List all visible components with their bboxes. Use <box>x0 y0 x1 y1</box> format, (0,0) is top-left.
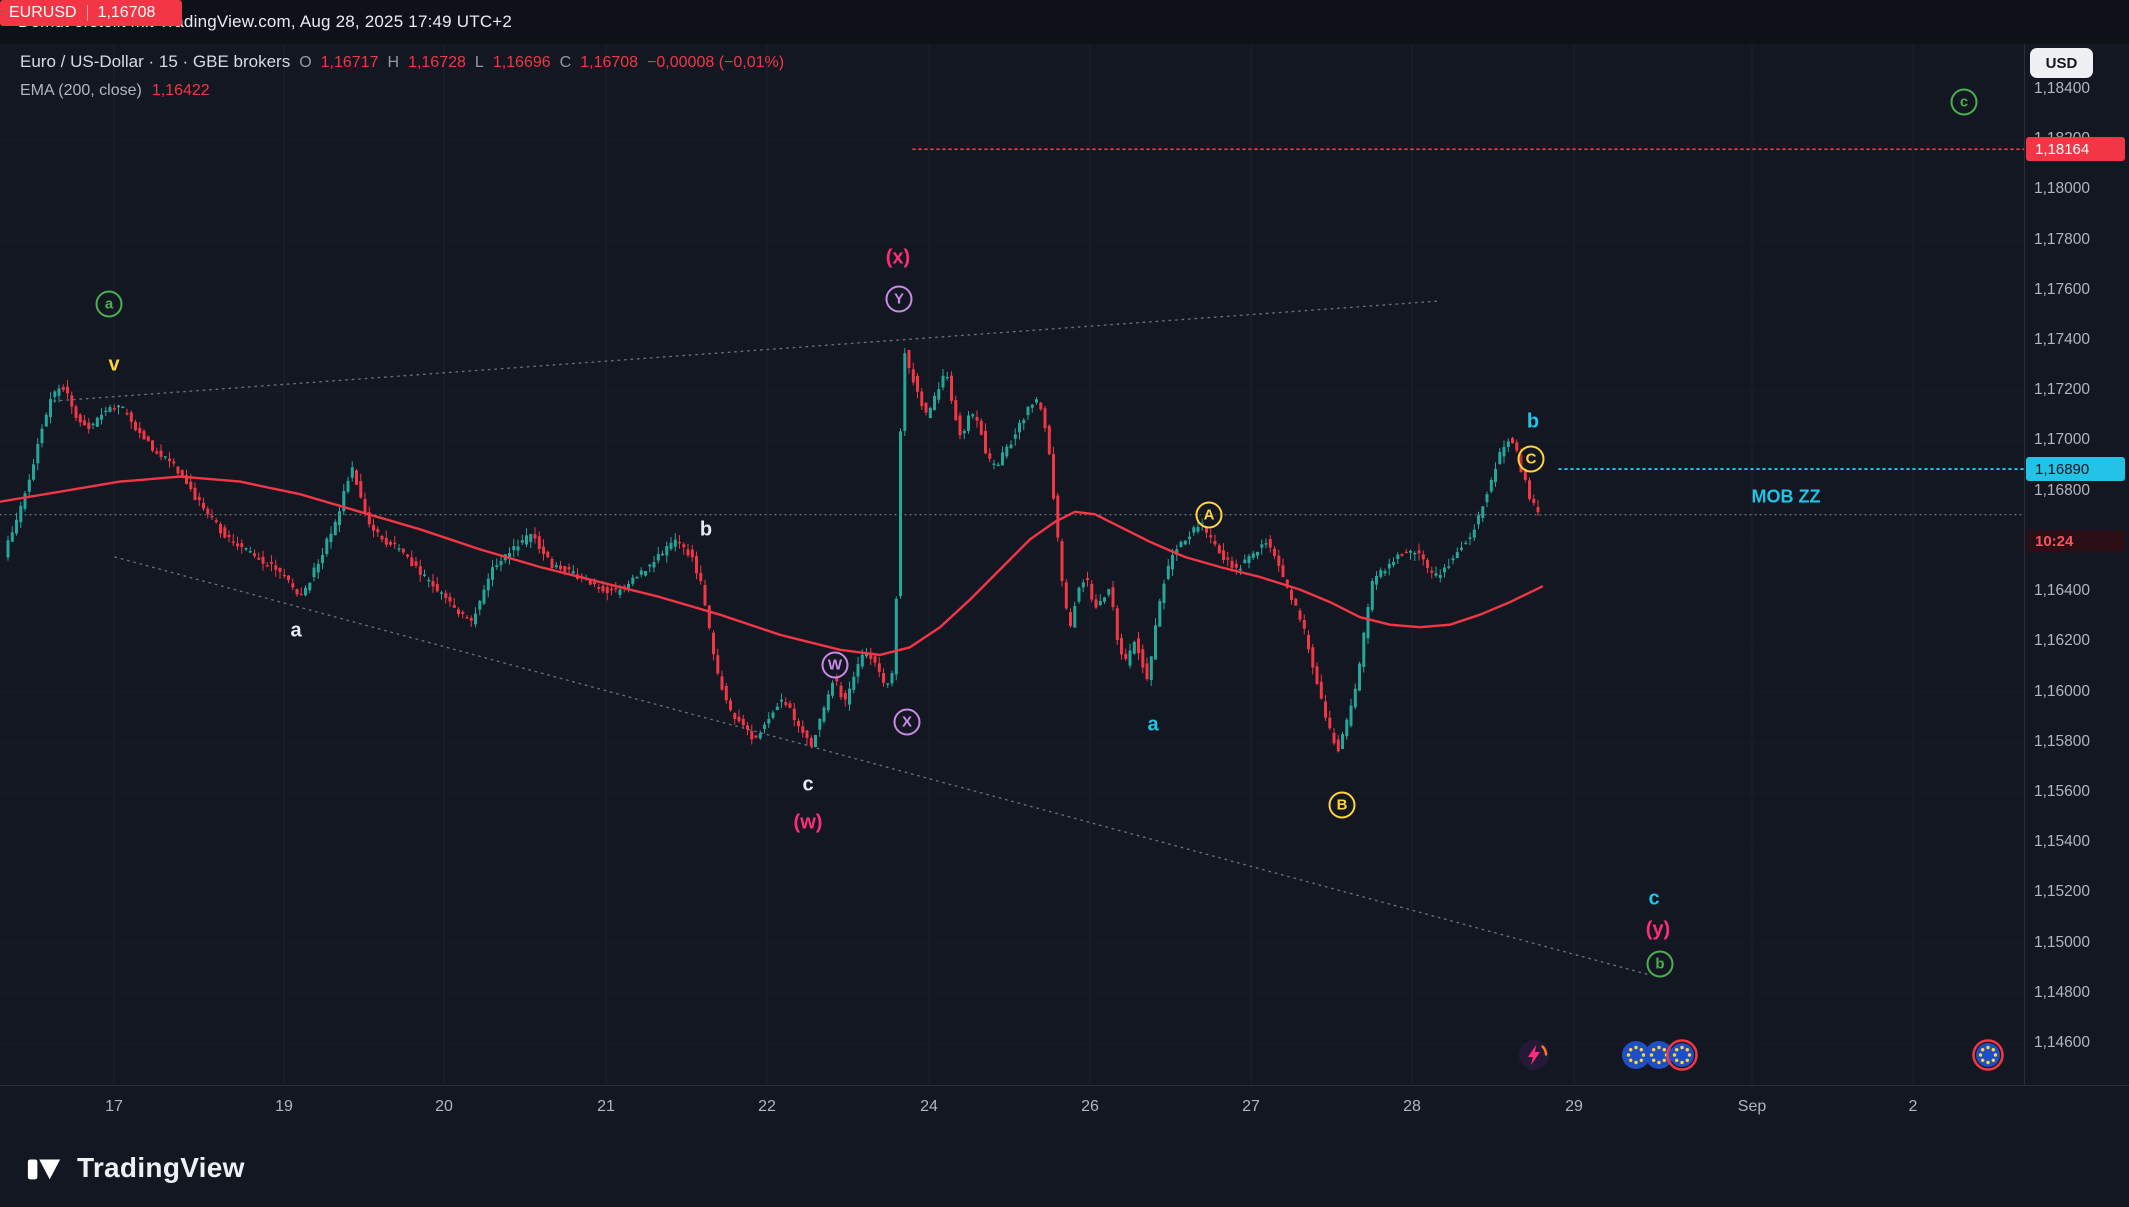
wave-label-c[interactable]: C <box>1517 445 1545 473</box>
attribution-bar: Demut erstellt mit TradingView.com, Aug … <box>0 0 2129 44</box>
mob-level-badge: 1,16890 <box>2026 457 2125 481</box>
time-axis-label: 17 <box>105 1098 123 1115</box>
wave-label-a[interactable]: a <box>95 290 123 318</box>
symbol-legend-row: Euro / US-Dollar · 15 · GBE brokers O 1,1… <box>20 52 784 82</box>
wave-label-a[interactable]: A <box>1195 501 1223 529</box>
symbol-title[interactable]: Euro / US-Dollar · 15 · GBE brokers <box>20 52 291 71</box>
price-axis-label: 1,16400 <box>2034 582 2091 600</box>
chart-canvas[interactable] <box>0 44 2024 1085</box>
wave-label-c[interactable]: c <box>1950 88 1978 116</box>
eu-event-icon[interactable] <box>1643 1039 1675 1071</box>
wave-label-b[interactable]: b <box>1646 950 1674 978</box>
wave-label-c[interactable]: c <box>802 773 814 796</box>
price-axis-label: 1,16000 <box>2034 682 2091 700</box>
price-axis-label: 1,18400 <box>2034 80 2091 97</box>
price-axis-label: 1,15000 <box>2034 933 2091 951</box>
wave-label-b[interactable]: b <box>699 518 713 541</box>
time-axis-label: 24 <box>920 1098 938 1115</box>
price-axis-label: 1,18000 <box>2034 180 2091 198</box>
price-axis-label: 1,14800 <box>2034 983 2091 1001</box>
high-value: 1,16728 <box>408 54 466 71</box>
indicator-legend-row: EMA (200, close) 1,16422 <box>20 82 784 112</box>
strategy-icon[interactable] <box>1517 1038 1551 1072</box>
time-axis-label: 28 <box>1403 1098 1421 1115</box>
price-axis-label: 1,17200 <box>2034 381 2091 399</box>
wave-label-y[interactable]: (y) <box>1645 918 1671 941</box>
chart-legend: Euro / US-Dollar · 15 · GBE brokers O 1,1… <box>20 52 784 112</box>
badge-divider <box>86 5 88 21</box>
price-axis-label: 1,15400 <box>2034 833 2091 851</box>
price-axis-label: 1,17800 <box>2034 230 2091 248</box>
eu-event-icon-highlight[interactable] <box>1972 1039 2004 1071</box>
wave-label-w[interactable]: W <box>821 651 849 679</box>
time-axis-label: 22 <box>758 1098 776 1115</box>
time-axis[interactable]: 17 19 20 21 22 24 26 27 28 29 Sep 2 <box>0 1085 2129 1129</box>
price-axis-label: 1,15800 <box>2034 732 2091 750</box>
price-axis-label: 1,17400 <box>2034 331 2091 349</box>
price-axis-label: 1,17600 <box>2034 280 2091 298</box>
time-axis-label: 2 <box>1908 1098 1918 1115</box>
wave-label-y[interactable]: Y <box>885 285 913 313</box>
time-axis-label: Sep <box>1737 1098 1767 1115</box>
wave-label-x[interactable]: (x) <box>885 246 911 269</box>
price-axis-label: 1,16800 <box>2034 481 2091 499</box>
price-axis-label: 1,15600 <box>2034 782 2091 800</box>
alert-level-badge: 1,18164 <box>2026 137 2125 161</box>
indicator-value: 1,16422 <box>151 82 210 99</box>
close-value: 1,16708 <box>580 54 639 71</box>
wave-label-v[interactable]: v <box>108 353 120 376</box>
low-value: 1,16696 <box>492 54 551 71</box>
price-axis-label: 1,16200 <box>2034 632 2091 650</box>
change-value: −0,00008 (−0,01%) <box>647 54 785 71</box>
price-axis-badges: 1,18164 1,16890 EURUSD 1,16708 10:24 <box>0 0 2125 552</box>
time-axis-label: 20 <box>435 1098 453 1115</box>
footer-bar: TradingView <box>0 1129 2129 1207</box>
high-label: H <box>387 54 400 71</box>
time-axis-label: 26 <box>1081 1098 1099 1115</box>
time-axis-label: 29 <box>1565 1098 1583 1115</box>
close-label: C <box>559 54 572 71</box>
wave-label-b[interactable]: B <box>1328 791 1356 819</box>
wave-label-a[interactable]: a <box>1147 713 1159 736</box>
tradingview-wordmark[interactable]: TradingView <box>77 1152 245 1183</box>
low-label: L <box>474 54 484 71</box>
time-axis-label: 27 <box>1242 1098 1260 1115</box>
open-value: 1,16717 <box>320 54 379 71</box>
time-axis-label: 21 <box>597 1098 615 1115</box>
indicator-title[interactable]: EMA (200, close) <box>20 82 142 99</box>
last-price-symbol: EURUSD <box>9 4 77 21</box>
wave-label-mobzz[interactable]: MOB ZZ <box>1751 486 1821 507</box>
tradingview-logo-icon[interactable] <box>26 1150 62 1186</box>
wave-label-c[interactable]: c <box>1648 887 1660 910</box>
price-axis-label: 1,15200 <box>2034 883 2091 901</box>
eu-event-icon-highlight[interactable] <box>1666 1039 1698 1071</box>
wave-label-x[interactable]: X <box>893 708 921 736</box>
bar-countdown: 10:24 <box>2026 530 2125 552</box>
wave-label-b[interactable]: b <box>1526 410 1540 433</box>
eu-event-icon[interactable] <box>1620 1039 1652 1071</box>
wave-label-a[interactable]: a <box>290 619 302 642</box>
price-axis-label: 1,17000 <box>2034 431 2091 449</box>
price-axis[interactable]: 1,184001,182001,180001,178001,176001,174… <box>2024 44 2129 1085</box>
wave-label-w[interactable]: (w) <box>793 811 823 834</box>
price-axis-label: 1,14600 <box>2034 1033 2091 1051</box>
open-label: O <box>299 54 312 71</box>
last-price-value: 1,16708 <box>97 4 156 21</box>
currency-toggle-button[interactable]: USD <box>2030 48 2093 78</box>
last-price-badge: EURUSD 1,16708 <box>0 0 182 26</box>
time-axis-label: 19 <box>275 1098 293 1115</box>
